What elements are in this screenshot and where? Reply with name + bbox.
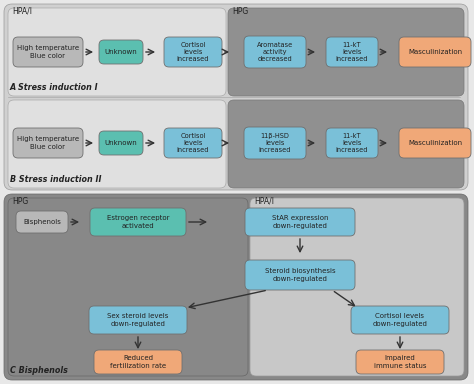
Text: Cortisol levels
down-regulated: Cortisol levels down-regulated <box>373 313 428 327</box>
Text: High temperature
Blue color: High temperature Blue color <box>17 136 79 150</box>
Text: Reduced
fertilization rate: Reduced fertilization rate <box>110 355 166 369</box>
FancyBboxPatch shape <box>99 40 143 64</box>
Text: Bisphenols: Bisphenols <box>23 219 61 225</box>
FancyBboxPatch shape <box>16 211 68 233</box>
FancyBboxPatch shape <box>399 37 471 67</box>
Text: Cortisol
levels
increased: Cortisol levels increased <box>177 133 209 153</box>
FancyBboxPatch shape <box>228 100 464 188</box>
Text: StAR expression
down-regulated: StAR expression down-regulated <box>272 215 328 228</box>
Text: High temperature
Blue color: High temperature Blue color <box>17 45 79 59</box>
Text: Unknown: Unknown <box>105 140 137 146</box>
FancyBboxPatch shape <box>164 128 222 158</box>
FancyBboxPatch shape <box>356 350 444 374</box>
Text: HPA/I: HPA/I <box>12 7 32 16</box>
FancyBboxPatch shape <box>228 8 464 96</box>
Text: Steroid biosynthesis
down-regulated: Steroid biosynthesis down-regulated <box>264 268 335 281</box>
FancyBboxPatch shape <box>8 8 226 96</box>
Text: Impaired
immune status: Impaired immune status <box>374 355 426 369</box>
Text: HPG: HPG <box>232 7 248 16</box>
FancyBboxPatch shape <box>4 194 468 380</box>
FancyBboxPatch shape <box>8 100 226 188</box>
Text: B Stress induction II: B Stress induction II <box>10 175 101 184</box>
FancyBboxPatch shape <box>244 127 306 159</box>
FancyBboxPatch shape <box>245 260 355 290</box>
Text: Unknown: Unknown <box>105 49 137 55</box>
Text: 11β-HSD
levels
increased: 11β-HSD levels increased <box>259 133 291 153</box>
FancyBboxPatch shape <box>8 198 248 376</box>
Text: Sex steroid levels
down-regulated: Sex steroid levels down-regulated <box>107 313 169 327</box>
Text: Masculinization: Masculinization <box>408 140 462 146</box>
FancyBboxPatch shape <box>99 131 143 155</box>
FancyBboxPatch shape <box>13 128 83 158</box>
Text: HPA/I: HPA/I <box>254 197 274 206</box>
FancyBboxPatch shape <box>250 198 464 376</box>
Text: Cortisol
levels
increased: Cortisol levels increased <box>177 42 209 62</box>
FancyBboxPatch shape <box>90 208 186 236</box>
FancyBboxPatch shape <box>13 37 83 67</box>
FancyBboxPatch shape <box>245 208 355 236</box>
FancyBboxPatch shape <box>244 36 306 68</box>
Text: A Stress induction I: A Stress induction I <box>10 83 99 92</box>
Text: 11-kT
levels
increased: 11-kT levels increased <box>336 133 368 153</box>
FancyBboxPatch shape <box>351 306 449 334</box>
FancyBboxPatch shape <box>94 350 182 374</box>
Text: Estrogen receptor
activated: Estrogen receptor activated <box>107 215 169 228</box>
Text: 11-kT
levels
increased: 11-kT levels increased <box>336 42 368 62</box>
FancyBboxPatch shape <box>89 306 187 334</box>
FancyBboxPatch shape <box>326 128 378 158</box>
FancyBboxPatch shape <box>164 37 222 67</box>
Text: HPG: HPG <box>12 197 28 206</box>
Text: Masculinization: Masculinization <box>408 49 462 55</box>
Text: C Bisphenols: C Bisphenols <box>10 366 68 375</box>
FancyBboxPatch shape <box>326 37 378 67</box>
FancyBboxPatch shape <box>4 4 468 190</box>
FancyBboxPatch shape <box>399 128 471 158</box>
Text: Aromatase
activity
decreased: Aromatase activity decreased <box>257 42 293 62</box>
